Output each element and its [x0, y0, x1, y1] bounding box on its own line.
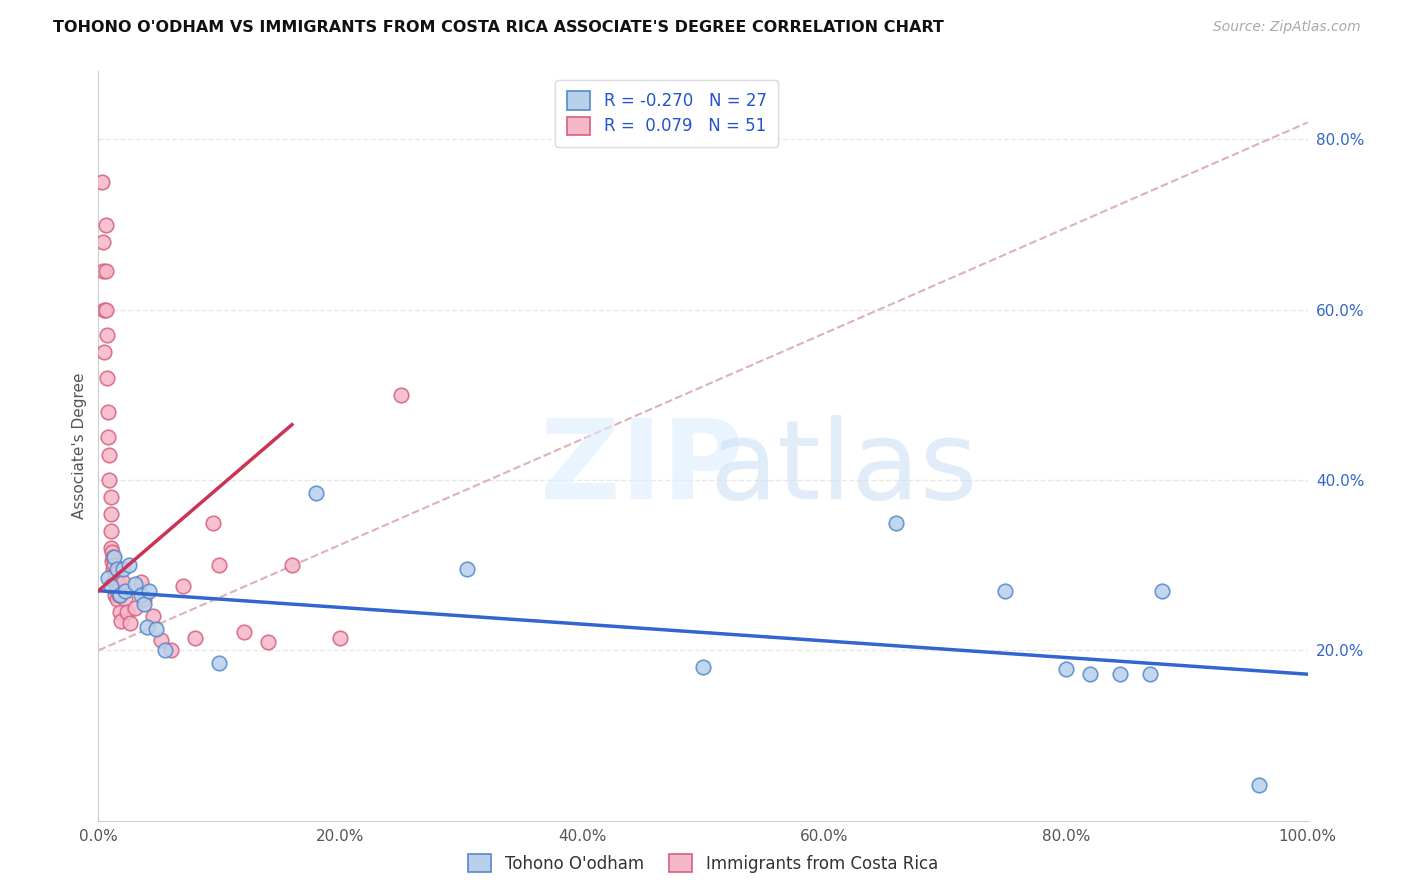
- Point: [105, 592, 128, 607]
- Point: [184, 631, 207, 645]
- Point: [114, 592, 136, 607]
- Point: [129, 575, 152, 590]
- Point: [110, 614, 132, 628]
- Point: [1152, 583, 1174, 598]
- Point: [100, 554, 122, 568]
- Point: [160, 643, 183, 657]
- Text: Source: ZipAtlas.com: Source: ZipAtlas.com: [1213, 20, 1361, 34]
- Point: [456, 562, 478, 576]
- Point: [97, 571, 120, 585]
- Point: [117, 605, 139, 619]
- Point: [145, 622, 167, 636]
- Point: [1078, 667, 1101, 681]
- Point: [281, 558, 304, 573]
- Point: [91, 175, 114, 189]
- Point: [91, 235, 114, 249]
- Point: [96, 328, 118, 343]
- Point: [172, 580, 194, 594]
- Point: [1054, 662, 1077, 676]
- Point: [100, 580, 122, 594]
- Point: [96, 371, 118, 385]
- Point: [98, 473, 121, 487]
- Point: [100, 541, 122, 556]
- Point: [105, 580, 128, 594]
- Point: [153, 643, 176, 657]
- Point: [1249, 778, 1271, 792]
- Point: [94, 302, 117, 317]
- Point: [124, 600, 146, 615]
- Legend: R = -0.270   N = 27, R =  0.079   N = 51: R = -0.270 N = 27, R = 0.079 N = 51: [555, 79, 779, 147]
- Point: [107, 575, 129, 590]
- Point: [108, 605, 131, 619]
- Point: [111, 575, 134, 590]
- Point: [97, 405, 120, 419]
- Point: [104, 588, 127, 602]
- Point: [886, 516, 908, 530]
- Point: [103, 549, 125, 564]
- Point: [118, 558, 141, 573]
- Point: [1109, 667, 1132, 681]
- Point: [100, 545, 122, 559]
- Point: [124, 577, 146, 591]
- Point: [101, 549, 124, 564]
- Point: [111, 562, 134, 576]
- Text: TOHONO O'ODHAM VS IMMIGRANTS FROM COSTA RICA ASSOCIATE'S DEGREE CORRELATION CHAR: TOHONO O'ODHAM VS IMMIGRANTS FROM COSTA …: [53, 20, 945, 35]
- Point: [108, 588, 131, 602]
- Point: [108, 588, 131, 602]
- Point: [1139, 667, 1161, 681]
- Point: [94, 264, 117, 278]
- Point: [389, 388, 412, 402]
- Point: [100, 507, 122, 521]
- Point: [97, 430, 120, 444]
- Point: [134, 592, 156, 607]
- Point: [103, 575, 125, 590]
- Point: [994, 583, 1017, 598]
- Point: [202, 516, 225, 530]
- Point: [100, 524, 122, 538]
- Point: [98, 448, 121, 462]
- Point: [94, 218, 117, 232]
- Text: atlas: atlas: [709, 415, 977, 522]
- Point: [103, 558, 125, 573]
- Point: [101, 562, 124, 576]
- Point: [305, 485, 328, 500]
- Point: [150, 633, 173, 648]
- Point: [692, 660, 714, 674]
- Point: [142, 609, 165, 624]
- Point: [100, 490, 122, 504]
- Point: [129, 588, 152, 602]
- Point: [208, 558, 231, 573]
- Point: [93, 345, 115, 359]
- Point: [91, 264, 114, 278]
- Point: [232, 624, 254, 639]
- Point: [138, 583, 160, 598]
- Point: [135, 619, 157, 633]
- Point: [105, 562, 128, 576]
- Text: ZIP: ZIP: [540, 415, 744, 522]
- Legend: Tohono O'odham, Immigrants from Costa Rica: Tohono O'odham, Immigrants from Costa Ri…: [461, 847, 945, 880]
- Point: [114, 583, 136, 598]
- Point: [208, 656, 231, 670]
- Point: [104, 566, 127, 581]
- Point: [93, 302, 115, 317]
- Point: [118, 616, 141, 631]
- Point: [256, 635, 278, 649]
- Y-axis label: Associate's Degree: Associate's Degree: [72, 373, 87, 519]
- Point: [329, 631, 352, 645]
- Point: [134, 597, 156, 611]
